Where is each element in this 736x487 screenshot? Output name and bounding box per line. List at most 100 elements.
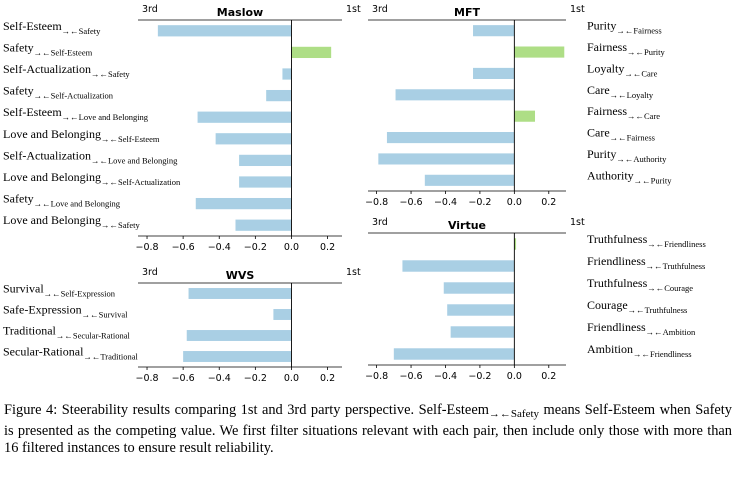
chart-virtue-category-label-1: Friendliness→←Truthfulness	[587, 254, 705, 271]
chart-wvs-xtick-label-1: −0.6	[172, 373, 195, 384]
chart-mft-bar-5	[386, 132, 515, 144]
chart-mft-category-sub-1: →←Purity	[627, 47, 666, 57]
chart-maslow-category-main-4: Self-Esteem	[3, 105, 62, 119]
chart-wvs-left-corner-label: 3rd	[142, 267, 158, 278]
chart-virtue-category-sub-3: →←Truthfulness	[628, 305, 688, 315]
chart-virtue-xtick-label-1: −0.6	[400, 371, 423, 382]
chart-mft-category-label-4: Fairness→←Care	[587, 104, 660, 121]
chart-wvs-category-label-3: Secular-Rational→←Traditional	[3, 345, 139, 362]
caption-part1: Figure 4: Steerability results comparing…	[4, 402, 489, 418]
chart-maslow-category-sub-7: →←Self-Actualization	[101, 177, 181, 187]
chart-maslow-category-label-9: Love and Belonging→←Safety	[3, 213, 140, 230]
chart-maslow-bar-5	[215, 133, 292, 145]
chart-wvs-xtick-label-0: −0.8	[135, 373, 158, 384]
chart-mft-xtick-label-2: −0.4	[434, 197, 457, 208]
chart-maslow-category-main-8: Safety	[3, 192, 34, 206]
chart-maslow-category-label-4: Self-Esteem→←Love and Belonging	[3, 105, 149, 122]
chart-virtue-category-label-0: Truthfulness→←Friendliness	[587, 232, 706, 249]
chart-mft-left-corner-label: 3rd	[372, 4, 388, 15]
chart-wvs-xtick-label-2: −0.4	[208, 373, 231, 384]
chart-wvs-xtick-label-5: 0.2	[320, 373, 335, 384]
chart-mft-bar-7	[424, 174, 515, 186]
chart-maslow-bar-7	[239, 176, 292, 188]
chart-maslow-bar-6	[239, 154, 292, 167]
caption-subscript: →←Safety	[488, 408, 540, 420]
chart-mft-category-sub-6: →←Authority	[616, 154, 667, 164]
chart-maslow-category-sub-3: →←Self-Actualization	[34, 91, 114, 101]
chart-maslow-category-sub-2: →←Safety	[91, 69, 130, 79]
chart-maslow-bar-4	[197, 111, 292, 123]
chart-virtue-bar-3	[447, 304, 515, 316]
chart-mft-bar-1	[514, 46, 565, 58]
chart-maslow-category-sub-6: →←Love and Belonging	[91, 155, 178, 165]
chart-virtue-xtick-label-0: −0.8	[365, 371, 388, 382]
chart-mft-category-sub-0: →←Fairness	[616, 26, 661, 36]
chart-mft-xtick-label-3: −0.2	[468, 197, 491, 208]
chart-virtue-bar-1	[402, 260, 515, 272]
chart-mft-category-label-2: Loyalty→←Care	[587, 61, 658, 78]
chart-virtue-xtick-label-5: 0.2	[541, 371, 556, 382]
chart-virtue-category-main-2: Truthfulness	[587, 276, 648, 290]
chart-mft-category-sub-7: →←Purity	[634, 175, 673, 185]
chart-maslow-bar-9	[235, 219, 292, 231]
chart-mft-category-label-3: Care→←Loyalty	[587, 83, 654, 100]
chart-maslow-category-main-5: Love and Belonging	[3, 127, 101, 141]
chart-virtue-category-main-4: Friendliness	[587, 320, 646, 334]
chart-mft-category-sub-5: →←Fairness	[610, 133, 655, 143]
chart-virtue-title: Virtue	[448, 219, 486, 232]
chart-maslow-xtick-label-0: −0.8	[135, 242, 158, 253]
chart-mft-category-label-7: Authority→←Purity	[587, 168, 672, 185]
chart-maslow-category-main-7: Love and Belonging	[3, 170, 101, 184]
chart-maslow-category-label-3: Safety→←Self-Actualization	[3, 84, 114, 101]
chart-mft-right-corner-label: 1st	[570, 4, 585, 15]
chart-maslow-category-label-0: Self-Esteem→←Safety	[3, 19, 101, 36]
chart-wvs-category-sub-3: →←Traditional	[83, 352, 138, 362]
chart-virtue-xtick-label-3: −0.2	[468, 371, 491, 382]
chart-maslow-xtick-label-4: 0.0	[284, 242, 299, 253]
chart-maslow-category-label-2: Self-Actualization→←Safety	[3, 62, 130, 79]
chart-maslow-right-corner-label: 1st	[346, 4, 361, 15]
chart-virtue-category-sub-2: →←Courage	[647, 283, 693, 293]
chart-maslow-category-main-0: Self-Esteem	[3, 19, 62, 33]
chart-wvs-bar-3	[183, 351, 292, 362]
chart-maslow-category-sub-0: →←Safety	[62, 26, 101, 36]
chart-wvs-category-sub-1: →←Survival	[82, 310, 128, 320]
chart-wvs-category-label-1: Safe-Expression→←Survival	[3, 303, 128, 320]
chart-wvs-bar-2	[186, 330, 292, 341]
chart-maslow-category-main-9: Love and Belonging	[3, 213, 101, 227]
chart-maslow-category-main-6: Self-Actualization	[3, 148, 91, 162]
chart-virtue-category-main-3: Courage	[587, 298, 628, 312]
chart-wvs-right-corner-label: 1st	[346, 267, 361, 278]
chart-mft-category-main-4: Fairness	[587, 104, 627, 118]
chart-maslow-category-label-7: Love and Belonging→←Self-Actualization	[3, 170, 181, 187]
chart-wvs-category-main-3: Secular-Rational	[3, 345, 84, 359]
chart-mft-category-main-0: Purity	[587, 19, 616, 33]
chart-mft-category-label-5: Care→←Fairness	[587, 126, 655, 143]
chart-maslow-category-label-6: Self-Actualization→←Love and Belonging	[3, 148, 178, 165]
chart-virtue-category-main-5: Ambition	[587, 342, 633, 356]
chart-virtue-bar-2	[443, 282, 515, 294]
chart-maslow-category-main-2: Self-Actualization	[3, 62, 91, 76]
chart-virtue-category-main-1: Friendliness	[587, 254, 646, 268]
chart-maslow-left-corner-label: 3rd	[142, 4, 158, 15]
chart-maslow-bar-0	[157, 25, 292, 37]
chart-mft-category-main-5: Care	[587, 126, 610, 140]
chart-mft-xtick-label-4: 0.0	[507, 197, 522, 208]
chart-mft-category-label-1: Fairness→←Purity	[587, 40, 666, 57]
chart-virtue-category-sub-0: →←Friendliness	[647, 239, 706, 249]
chart-mft-xtick-label-5: 0.2	[541, 197, 556, 208]
chart-virtue-category-label-4: Friendliness→←Ambition	[587, 320, 696, 337]
chart-maslow-category-sub-1: →←Self-Esteem	[34, 47, 93, 57]
chart-mft-category-main-6: Purity	[587, 147, 616, 161]
chart-virtue-category-label-3: Courage→←Truthfulness	[587, 298, 687, 315]
chart-mft-category-main-7: Authority	[587, 168, 634, 182]
chart-virtue-category-sub-4: →←Ambition	[646, 327, 696, 337]
chart-mft-bar-4	[514, 110, 536, 122]
chart-mft-category-sub-4: →←Care	[627, 111, 660, 121]
chart-maslow-category-sub-8: →←Love and Belonging	[34, 199, 121, 209]
chart-wvs-category-sub-2: →←Secular-Rational	[56, 331, 131, 341]
chart-mft-category-label-6: Purity→←Authority	[587, 147, 667, 164]
chart-maslow-title: Maslow	[217, 6, 263, 19]
chart-virtue-left-corner-label: 3rd	[372, 217, 388, 228]
chart-mft-category-main-2: Loyalty	[587, 61, 624, 75]
